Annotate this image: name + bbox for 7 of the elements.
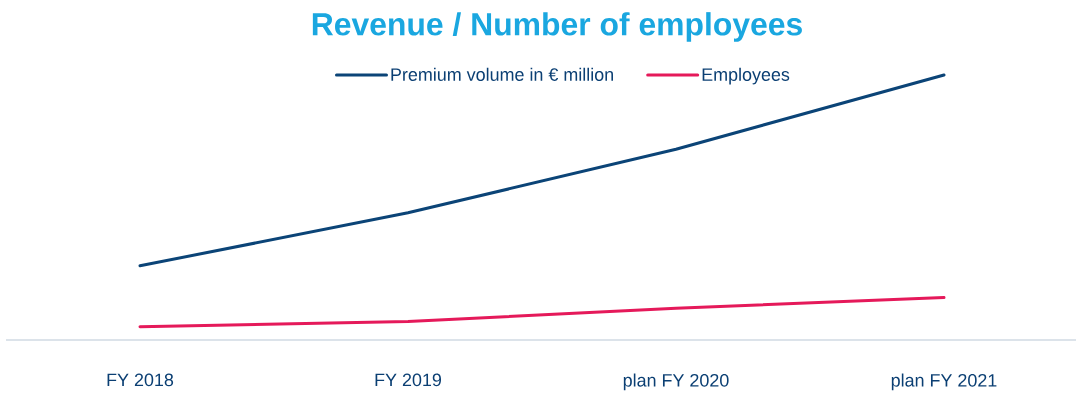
legend-label: Employees (702, 67, 790, 85)
x-tick-label: FY 2018 (107, 373, 174, 387)
x-tick-label: plan FY 2020 (623, 373, 729, 391)
x-tick-label: FY 2019 (375, 373, 442, 387)
legend-label: Premium volume in € million (391, 67, 613, 81)
chart-title: Revenue / Number of employees (312, 12, 802, 42)
x-tick-label: plan FY 2021 (891, 373, 997, 391)
